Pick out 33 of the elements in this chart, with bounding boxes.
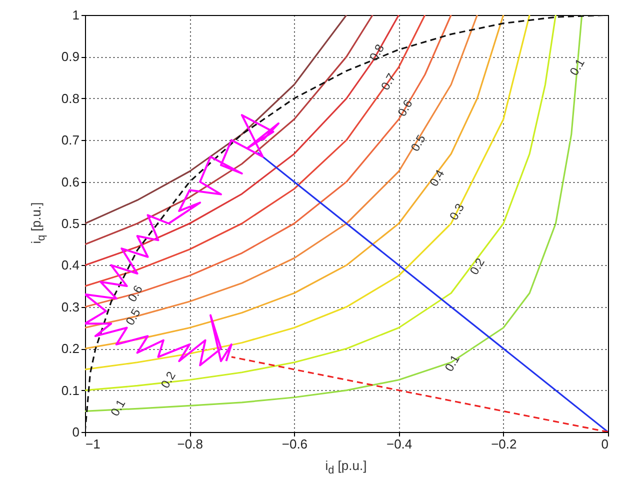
y-tick-label: 0.4 [61, 258, 80, 273]
y-tick-label: 0.1 [61, 382, 80, 398]
y-tick-label: 1 [72, 8, 80, 22]
x-tick-label: −0.4 [386, 436, 412, 452]
y-tick-label: 0.8 [61, 90, 80, 106]
line-series [85, 114, 280, 366]
annotation: 0.5 [122, 306, 144, 328]
y-tick-label: 0.5 [61, 216, 80, 231]
x-tick-label: −0.2 [491, 436, 517, 452]
y-tick-label: 0.3 [61, 299, 80, 314]
y-tick-label: 0.9 [61, 49, 80, 64]
annotation: 0.1 [442, 352, 463, 374]
annotation: 0.6 [124, 282, 146, 304]
annotation: 0.2 [158, 368, 179, 391]
annotation: 0.7 [378, 70, 399, 92]
annotation: 0.3 [446, 200, 468, 223]
annotation: 0.1 [566, 56, 588, 78]
y-tick-label: 0.7 [61, 132, 80, 148]
annotation: 0.8 [366, 42, 388, 64]
y-tick-label: 0.6 [61, 174, 80, 190]
x-tick-label: −0.8 [177, 436, 203, 452]
y-tick-label: 0.2 [61, 341, 80, 356]
line-series [85, 15, 348, 224]
x-axis-title: i$_{d}$ [p.u.] [325, 458, 367, 477]
y-tick-label: 0 [72, 424, 80, 440]
x-tick-label: −1 [86, 436, 100, 452]
annotation: 0.6 [394, 96, 416, 119]
x-tick-label: 0 [601, 436, 608, 452]
x-tick-label: −0.6 [282, 436, 308, 452]
annotation: 0.1 [108, 396, 128, 419]
annotation: 0.5 [408, 132, 429, 154]
annotation: 0.2 [467, 255, 488, 278]
annotation: 0.4 [426, 167, 448, 189]
